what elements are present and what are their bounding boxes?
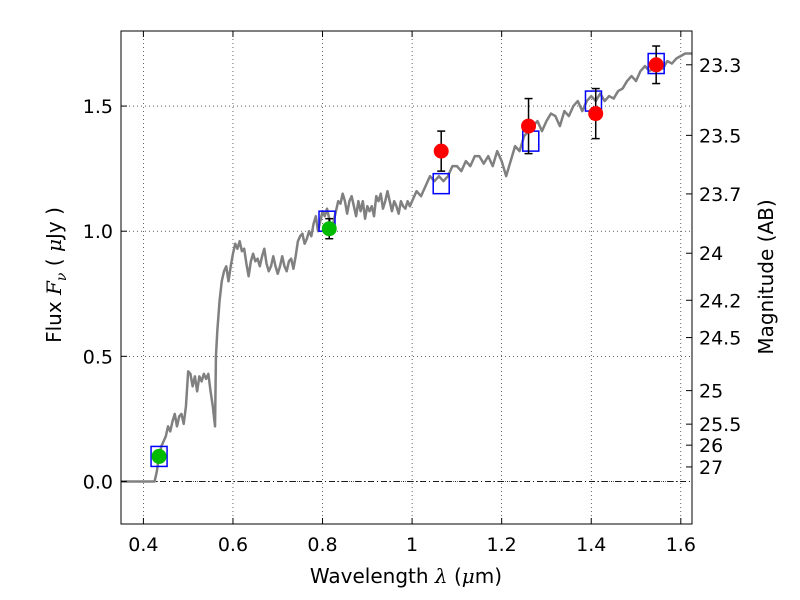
x-tick-label: 1.4 — [576, 534, 606, 556]
observed-optical-point — [321, 221, 337, 237]
magnitude-tick-label: 24.2 — [699, 290, 741, 312]
magnitude-axis-label: Magnitude (AB) — [754, 199, 778, 354]
magnitude-tick-label: 23.3 — [699, 55, 741, 77]
y-axis-label: Flux Fν ( μJy ) — [42, 207, 70, 343]
x-tick-label: 0.6 — [218, 534, 248, 556]
model-spectrum-line — [121, 52, 692, 483]
x-tick-label: 1.6 — [666, 534, 696, 556]
y-tick-label: 1.5 — [83, 96, 113, 118]
model-band-flux-marker — [432, 172, 450, 195]
magnitude-tick-label: 27 — [699, 457, 723, 479]
observed-nir-point — [648, 57, 664, 73]
observed-nir-point — [521, 118, 537, 134]
magnitude-tick-label: 23.7 — [699, 184, 741, 206]
observed-optical-point — [151, 448, 167, 464]
x-tick-label: 0.8 — [307, 534, 337, 556]
grid — [121, 31, 692, 524]
observed-nir-point — [433, 143, 449, 159]
magnitude-tick-label: 24 — [699, 243, 723, 265]
plot-frame — [120, 30, 693, 525]
y-axis: 0.0 0.5 1.0 1.5 — [83, 96, 127, 493]
magnitude-tick-label: 26 — [699, 435, 723, 457]
magnitude-tick-label: 24.5 — [699, 328, 741, 350]
x-tick-label: 1 — [406, 534, 418, 556]
y-tick-label: 0.5 — [83, 346, 113, 368]
magnitude-tick-label: 25 — [699, 381, 723, 403]
x-axis: 0.4 0.6 0.8 1 1.2 1.4 1.6 — [128, 31, 696, 556]
y-tick-label: 0.0 — [83, 471, 113, 493]
x-axis-label: Wavelength λ (μm) — [310, 564, 502, 588]
y-tick-label: 1.0 — [83, 221, 113, 243]
model-band-flux-marker — [150, 445, 168, 468]
plot-area — [121, 45, 692, 483]
magnitude-tick-label: 25.5 — [699, 414, 741, 436]
magnitude-tick-label: 23.5 — [699, 125, 741, 147]
observed-nir-point — [588, 106, 604, 122]
x-tick-label: 0.4 — [128, 534, 158, 556]
x-tick-label: 1.2 — [487, 534, 517, 556]
